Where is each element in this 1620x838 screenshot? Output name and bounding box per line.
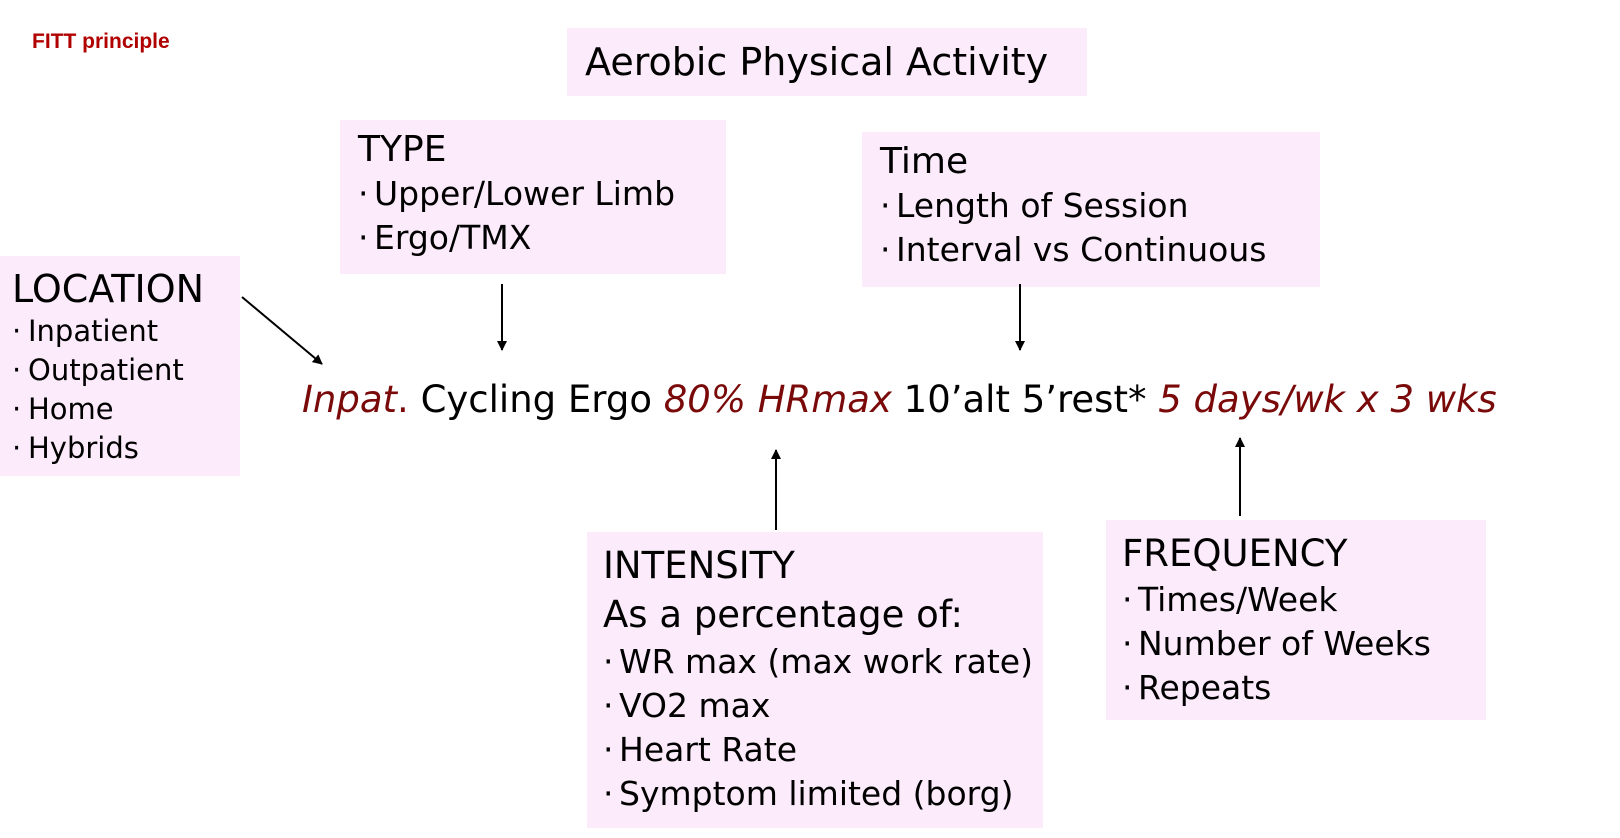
fitt-formula: Inpat. Cycling Ergo 80% HRmax 10’alt 5’r… bbox=[302, 374, 1497, 426]
fitt-principle-label: FITT principle bbox=[32, 30, 170, 53]
frequency-item: Repeats bbox=[1122, 666, 1486, 710]
time-box: Time Length of Session Interval vs Conti… bbox=[862, 132, 1320, 287]
formula-intensity: 80% HRmax bbox=[663, 378, 892, 421]
location-title: LOCATION bbox=[12, 267, 205, 311]
frequency-title: FREQUENCY bbox=[1122, 532, 1348, 575]
location-list: Inpatient Outpatient Home Hybrids bbox=[12, 312, 240, 468]
formula-type: Cycling Ergo bbox=[420, 378, 652, 421]
intensity-box: INTENSITY As a percentage of: WR max (ma… bbox=[587, 532, 1043, 828]
intensity-item: Heart Rate bbox=[603, 728, 1043, 772]
location-item: Hybrids bbox=[12, 429, 240, 468]
location-item: Home bbox=[12, 390, 240, 429]
formula-dot: . bbox=[397, 378, 409, 421]
frequency-item: Number of Weeks bbox=[1122, 622, 1486, 666]
formula-time: 10’alt 5’rest* bbox=[903, 378, 1147, 421]
intensity-title: INTENSITY bbox=[603, 544, 795, 587]
intensity-list: WR max (max work rate) VO2 max Heart Rat… bbox=[603, 640, 1043, 816]
location-item: Outpatient bbox=[12, 351, 240, 390]
frequency-box: FREQUENCY Times/Week Number of Weeks Rep… bbox=[1106, 520, 1486, 720]
frequency-list: Times/Week Number of Weeks Repeats bbox=[1122, 578, 1486, 710]
type-item: Ergo/TMX bbox=[358, 216, 726, 260]
type-title: TYPE bbox=[358, 129, 447, 170]
time-list: Length of Session Interval vs Continuous bbox=[880, 184, 1320, 272]
formula-location: Inpat bbox=[302, 378, 398, 421]
arrow-location-to-formula bbox=[241, 296, 323, 365]
intensity-item: WR max (max work rate) bbox=[603, 640, 1043, 684]
diagram-heading: Aerobic Physical Activity bbox=[585, 40, 1049, 84]
time-item: Length of Session bbox=[880, 184, 1320, 228]
type-box: TYPE Upper/Lower Limb Ergo/TMX bbox=[340, 120, 726, 274]
type-item: Upper/Lower Limb bbox=[358, 172, 726, 216]
intensity-item: Symptom limited (borg) bbox=[603, 772, 1043, 816]
heading-box: Aerobic Physical Activity bbox=[567, 28, 1087, 96]
time-title: Time bbox=[880, 141, 969, 182]
type-list: Upper/Lower Limb Ergo/TMX bbox=[358, 172, 726, 260]
time-item: Interval vs Continuous bbox=[880, 228, 1320, 272]
frequency-item: Times/Week bbox=[1122, 578, 1486, 622]
intensity-subtitle: As a percentage of: bbox=[603, 593, 963, 636]
intensity-item: VO2 max bbox=[603, 684, 1043, 728]
location-box: LOCATION Inpatient Outpatient Home Hybri… bbox=[0, 256, 240, 476]
location-item: Inpatient bbox=[12, 312, 240, 351]
formula-frequency: 5 days/wk x 3 wks bbox=[1158, 378, 1497, 421]
